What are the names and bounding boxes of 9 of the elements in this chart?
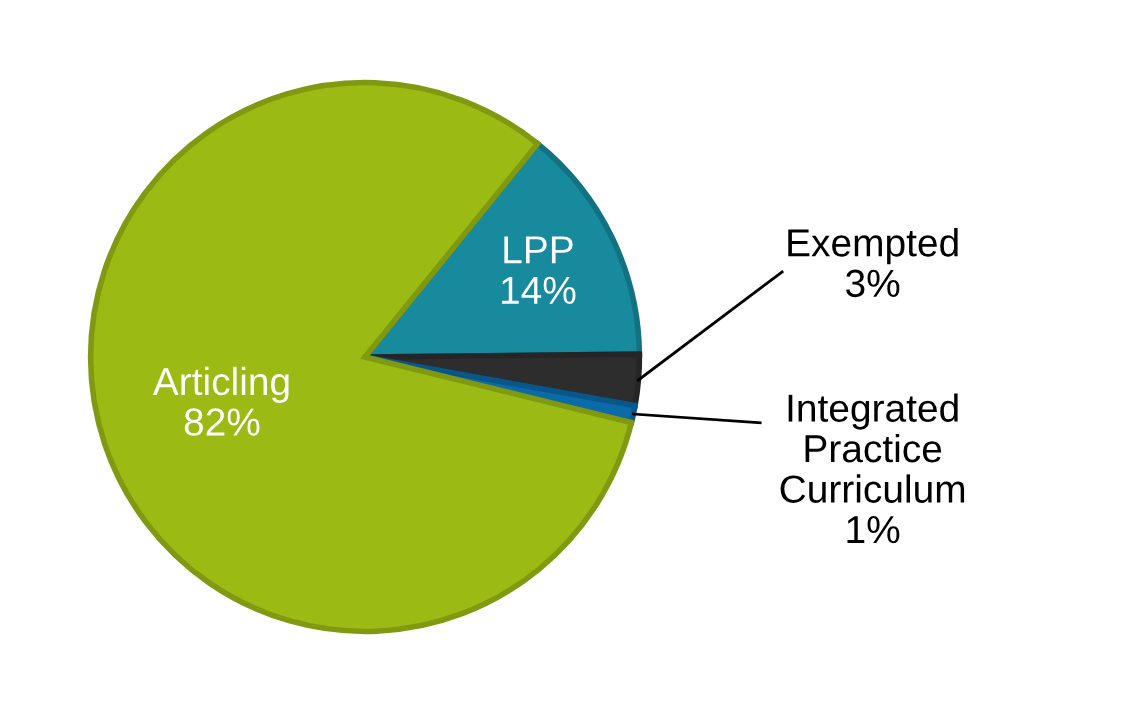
pie-slice bbox=[87, 79, 635, 635]
slice-label: Exempted bbox=[788, 228, 958, 265]
data-label: 14% bbox=[501, 276, 576, 304]
data-label: 1% bbox=[847, 516, 900, 544]
slice-label: LPP bbox=[504, 236, 573, 264]
data-label: 82% bbox=[184, 408, 260, 436]
slice-label: Articling bbox=[152, 366, 289, 404]
slice-label: Integrated Practice Curriculum bbox=[780, 393, 965, 503]
data-label: 3% bbox=[846, 269, 900, 298]
